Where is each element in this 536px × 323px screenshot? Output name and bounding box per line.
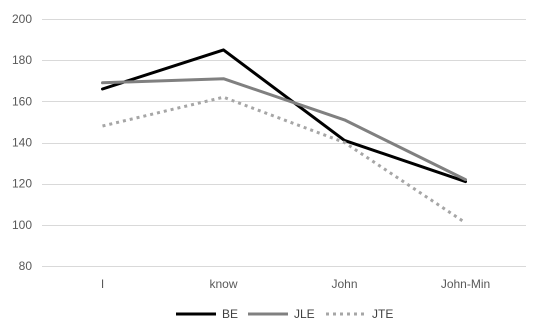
legend: BE JLE JTE	[176, 307, 393, 321]
legend-label-jle: JLE	[294, 307, 315, 321]
y-tick-label: 120	[12, 177, 32, 191]
series-line-jle	[101, 77, 467, 182]
legend-label-be: BE	[222, 307, 238, 321]
x-tick-label: know	[209, 277, 237, 291]
series-line-jte	[102, 95, 467, 225]
y-tick-label: 160	[12, 94, 32, 108]
legend-label-jte: JTE	[372, 307, 393, 321]
gridlines	[42, 19, 526, 267]
y-tick-label: 140	[12, 136, 32, 150]
y-tick-label: 200	[12, 12, 32, 26]
series-line-be	[101, 48, 467, 184]
series-lines	[101, 48, 467, 225]
x-tick-label: John	[331, 277, 357, 291]
y-axis-tick-labels: 80 100 120 140 160 180 200	[12, 12, 32, 273]
x-tick-label: John-Min	[441, 277, 490, 291]
x-tick-label: I	[101, 277, 104, 291]
y-tick-label: 180	[12, 53, 32, 67]
y-tick-label: 100	[12, 218, 32, 232]
y-tick-label: 80	[19, 259, 33, 273]
